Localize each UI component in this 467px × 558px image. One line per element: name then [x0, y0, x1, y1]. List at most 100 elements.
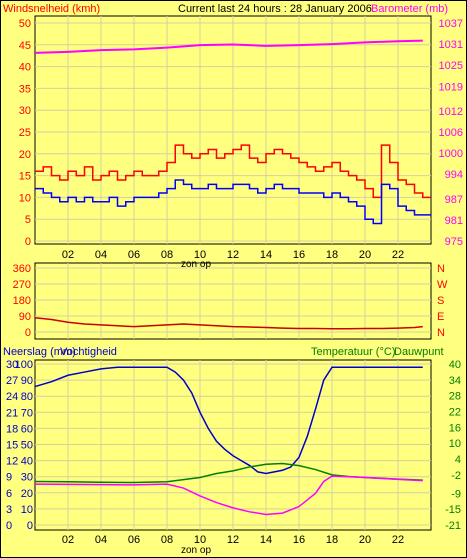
wind-tick-label: 5	[25, 214, 31, 226]
compass-label: S	[437, 295, 444, 307]
direction-tick-label: 0	[25, 327, 31, 339]
wind-tick-label: 20	[19, 149, 31, 161]
dewpoint-line	[34, 475, 423, 516]
rain-tick-label: 18	[6, 423, 18, 435]
rain-tick-label: 12	[6, 456, 18, 468]
temp-tick-label: 10	[449, 438, 461, 450]
temp-tick-label: 40	[449, 359, 461, 371]
wind-tick-label: 35	[19, 83, 31, 95]
temp-tick-label: 4	[455, 454, 461, 466]
rain-tick-label: 24	[6, 391, 18, 403]
baro-tick-label: 1000	[439, 148, 463, 160]
x-tick-label-top: 18	[326, 249, 338, 261]
axis-labels: 0202040406060808101012121414161618182020…	[6, 18, 463, 546]
wind-direction-line	[34, 317, 423, 330]
rain-tick-label: 15	[6, 440, 18, 452]
x-tick-label-top: 10	[194, 249, 206, 261]
x-tick-label-bottom: 06	[128, 534, 140, 546]
rain-tick-label: 9	[6, 472, 12, 484]
wind-tick-label: 30	[19, 105, 31, 117]
x-tick-label-bottom: 08	[161, 534, 173, 546]
x-tick-label-bottom: 18	[326, 534, 338, 546]
wind-tick-label: 40	[19, 62, 31, 74]
humidity-tick-label: 90	[21, 375, 33, 387]
x-tick-label-bottom: 10	[194, 534, 206, 546]
baro-tick-label: 1037	[439, 18, 463, 30]
temp-tick-label: -15	[445, 504, 461, 516]
compass-label: W	[437, 279, 448, 291]
rain-tick-label: 27	[6, 375, 18, 387]
x-tick-label-top: 02	[62, 249, 74, 261]
humidity-tick-label: 100	[15, 359, 33, 371]
baro-tick-label: 975	[445, 236, 463, 248]
temp-tick-label: 34	[449, 375, 461, 387]
compass-label: N	[437, 327, 445, 339]
temp-tick-label: 22	[449, 407, 461, 419]
humidity-tick-label: 80	[21, 391, 33, 403]
chart-title: Current last 24 hours : 28 January 2006	[178, 3, 372, 15]
x-tick-label-top: 12	[227, 249, 239, 261]
baro-tick-label: 1031	[439, 39, 463, 51]
direction-tick-label: 360	[13, 263, 31, 275]
temp-axis-title: Temperatuur (°C)	[311, 346, 395, 358]
x-tick-label-top: 16	[293, 249, 305, 261]
baro-tick-label: 1025	[439, 60, 463, 72]
x-tick-label-bottom: 02	[62, 534, 74, 546]
humidity-axis-title: Vochtigheid	[60, 346, 117, 358]
barometer-line	[34, 39, 423, 54]
x-tick-label-top: 14	[260, 249, 272, 261]
rain-tick-label: 3	[6, 504, 12, 516]
humidity-tick-label: 0	[27, 520, 33, 532]
wind-tick-label: 50	[19, 18, 31, 30]
compass-label: N	[437, 263, 445, 275]
rain-tick-label: 6	[6, 488, 12, 500]
dewpoint-axis-title: Dauwpunt	[394, 346, 444, 358]
x-tick-label-bottom: 22	[392, 534, 404, 546]
rain-tick-label: 0	[6, 520, 12, 532]
humidity-tick-label: 30	[21, 472, 33, 484]
baro-axis-title: Barometer (mb)	[371, 3, 448, 15]
rain-tick-label: 30	[6, 359, 18, 371]
wind-tick-label: 25	[19, 127, 31, 139]
humidity-tick-label: 20	[21, 488, 33, 500]
wind-tick-label: 0	[25, 236, 31, 248]
baro-tick-label: 987	[445, 194, 463, 206]
sunrise-label-bottom: zon op	[181, 545, 211, 556]
x-tick-label-top: 08	[161, 249, 173, 261]
direction-tick-label: 270	[13, 279, 31, 291]
x-tick-label-top: 06	[128, 249, 140, 261]
x-tick-label-bottom: 20	[359, 534, 371, 546]
temp-tick-label: -2	[451, 470, 461, 482]
direction-tick-label: 180	[13, 295, 31, 307]
humidity-tick-label: 10	[21, 504, 33, 516]
wind-tick-label: 15	[19, 171, 31, 183]
sunrise-label-top: zon op	[181, 259, 211, 270]
wind-tick-label: 45	[19, 40, 31, 52]
x-tick-label-top: 04	[95, 249, 107, 261]
temp-tick-label: 16	[449, 422, 461, 434]
wind-axis-title: Windsnelheid (kmh)	[3, 3, 100, 15]
x-tick-label-bottom: 16	[293, 534, 305, 546]
humidity-tick-label: 60	[21, 423, 33, 435]
x-tick-label-bottom: 12	[227, 534, 239, 546]
wind-mean-line	[35, 179, 431, 225]
wind-gust-line	[35, 144, 431, 199]
x-tick-label-bottom: 04	[95, 534, 107, 546]
temp-tick-label: -21	[445, 520, 461, 532]
compass-label: E	[437, 311, 444, 323]
x-tick-label-top: 20	[359, 249, 371, 261]
humidity-tick-label: 50	[21, 440, 33, 452]
temp-tick-label: -9	[451, 488, 461, 500]
wind-tick-label: 10	[19, 192, 31, 204]
temp-tick-label: 28	[449, 391, 461, 403]
baro-tick-label: 1019	[439, 81, 463, 93]
x-tick-label-bottom: 14	[260, 534, 272, 546]
baro-tick-label: 1012	[439, 106, 463, 118]
humidity-tick-label: 40	[21, 456, 33, 468]
rain-axis-title: Neerslag (mm)	[3, 346, 76, 358]
humidity-line	[34, 366, 423, 475]
baro-tick-label: 1006	[439, 127, 463, 139]
baro-tick-label: 994	[445, 169, 463, 181]
